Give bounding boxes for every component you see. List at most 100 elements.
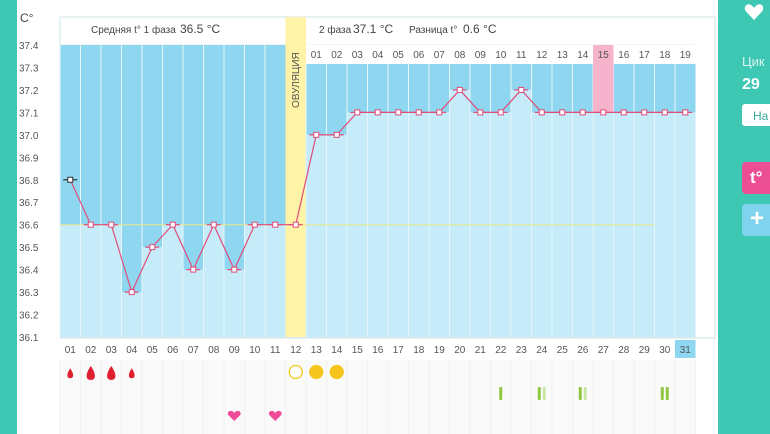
- day-label: 31: [680, 345, 692, 356]
- phase2-day-label: 17: [639, 50, 651, 61]
- phase2-day-label: 10: [495, 50, 507, 61]
- add-entry-button[interactable]: +: [742, 204, 770, 236]
- temperature-point: [518, 86, 525, 93]
- temperature-point: [210, 221, 217, 228]
- phase2-upper-fill: [347, 64, 368, 113]
- phase2-upper-fill: [470, 64, 491, 113]
- phase2-day-header-cell: [449, 45, 470, 64]
- ovulation-test-icon: [288, 364, 303, 380]
- marker-area: [60, 360, 696, 434]
- temperature-point: [600, 109, 607, 116]
- day-label: 10: [249, 345, 261, 356]
- heart-icon: [268, 410, 282, 421]
- temperature-point: [169, 221, 176, 228]
- phase2-day-header-cell: [388, 45, 409, 64]
- phase1-lower-fill: [142, 247, 163, 337]
- phase2-day-label: 18: [659, 50, 671, 61]
- day-label: 04: [126, 345, 138, 356]
- temperature-point: [251, 221, 258, 228]
- phase2-upper-fill: [613, 64, 634, 113]
- temperature-point: [395, 109, 402, 116]
- phase2-day-header-cell: [326, 45, 347, 64]
- day-label: 22: [495, 345, 507, 356]
- event-markers: [59, 360, 696, 434]
- highlighted-day-column: [593, 45, 614, 113]
- phase1-lower-fill: [183, 269, 204, 337]
- temperature-point: [272, 221, 279, 228]
- phase2-upper-fill: [429, 64, 450, 113]
- phase2-value: 37.1 °C: [353, 22, 393, 36]
- phase2-day-header-cell: [572, 45, 593, 64]
- add-temperature-button[interactable]: t°: [742, 162, 770, 194]
- ovulation-label: ОВУЛЯЦИЯ: [291, 52, 302, 108]
- day-label: 17: [393, 345, 405, 356]
- phase2-day-label: 09: [475, 50, 487, 61]
- day-label: 20: [454, 345, 466, 356]
- phase1-label: Средняя t° 1 фаза: [91, 24, 176, 36]
- temperature-point: [477, 109, 484, 116]
- day-label: 13: [311, 345, 323, 356]
- phase2-upper-fill: [531, 64, 552, 113]
- day-label: 01: [65, 345, 77, 356]
- phase2-day-label: 03: [352, 50, 364, 61]
- y-tick-label: 36.4: [19, 266, 39, 277]
- temperature-point: [149, 244, 156, 251]
- phase2-upper-fill: [572, 64, 593, 113]
- day-label: 11: [270, 345, 281, 356]
- day-label: 08: [208, 345, 220, 356]
- temperature-point: [641, 109, 648, 116]
- phase2-day-header-cell: [490, 45, 511, 64]
- day-label: 05: [147, 345, 159, 356]
- phase1-lower-fill: [121, 292, 142, 337]
- phase2-day-label: 01: [311, 50, 323, 61]
- phase2-upper-fill: [449, 64, 470, 90]
- temperature-point: [354, 109, 361, 116]
- cycle-label: Цик: [742, 54, 765, 69]
- phase1-upper-fill: [203, 45, 224, 225]
- temperature-chart: C° Средняя t° 1 фаза 36.5 °C 2 фаза 37.1…: [19, 11, 716, 434]
- day-label: 27: [598, 345, 610, 356]
- phase1-upper-fill: [121, 45, 142, 225]
- temperature-point: [128, 289, 135, 296]
- left-edge-strip: [0, 0, 17, 434]
- side-nav-button[interactable]: На: [742, 104, 770, 126]
- menstruation-drop-icon: [86, 366, 95, 380]
- phase2-day-header-cell: [613, 45, 634, 64]
- temperature-point: [292, 221, 299, 228]
- phase2-upper-fill: [408, 64, 429, 113]
- day-label: 07: [188, 345, 200, 356]
- day-label: 06: [167, 345, 179, 356]
- phase1-upper-fill: [183, 45, 204, 225]
- phase2-day-header-cell: [367, 45, 388, 64]
- day-label: 18: [413, 345, 425, 356]
- y-tick-label: 37.1: [19, 108, 39, 119]
- phase1-upper-fill: [80, 45, 101, 225]
- phase2-lower-fill: [326, 134, 347, 337]
- temperature-point: [67, 176, 74, 183]
- day-label: 21: [475, 345, 487, 356]
- day-label: 24: [536, 345, 548, 356]
- phase1-lower-fill: [60, 224, 81, 337]
- temperature-point: [190, 266, 197, 273]
- phase2-upper-fill: [552, 64, 573, 113]
- phase2-day-header-cell: [634, 45, 655, 64]
- day-label: 16: [372, 345, 384, 356]
- phase2-upper-fill: [306, 64, 327, 135]
- phase2-day-label: 15: [598, 50, 610, 61]
- temperature-point: [682, 109, 689, 116]
- pregnancy-test-icon: [537, 387, 541, 400]
- phase2-day-header-cell: [511, 45, 532, 64]
- ovulation-column: [285, 17, 306, 337]
- heart-icon[interactable]: [744, 2, 764, 22]
- temperature-point: [333, 131, 340, 138]
- day-label: 26: [577, 345, 589, 356]
- temperature-point: [87, 221, 94, 228]
- diff-value: 0.6 °C: [463, 22, 497, 36]
- phase2-day-label: 13: [557, 50, 569, 61]
- phase1-dip-fill: [121, 224, 142, 293]
- pregnancy-test-icon: [583, 387, 587, 400]
- phase1-lower-fill: [101, 224, 122, 337]
- phase2-lower-fill: [449, 89, 470, 337]
- phase2-day-header-cell: [306, 45, 327, 64]
- phase2-day-label: 05: [393, 50, 405, 61]
